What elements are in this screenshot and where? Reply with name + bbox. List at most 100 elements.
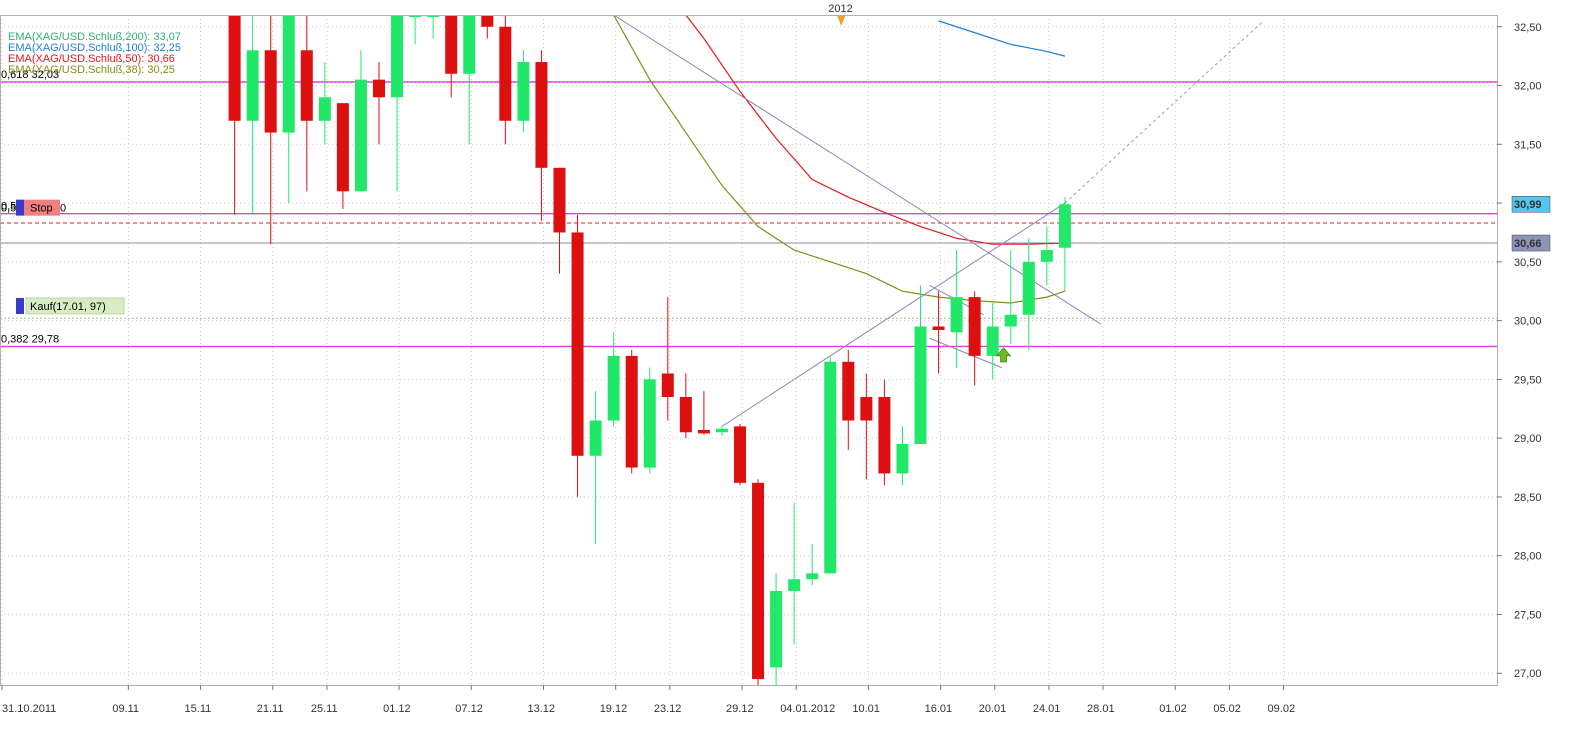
candle-body: [571, 232, 584, 456]
candle: [914, 285, 927, 445]
candle-body: [950, 297, 963, 333]
ema-series: [613, 15, 1066, 304]
candle-body: [336, 103, 349, 192]
candle: [228, 15, 241, 215]
candle-body: [282, 15, 295, 133]
candle: [336, 103, 349, 209]
candle-body: [246, 50, 259, 121]
x-tick-label: 07.12: [455, 703, 483, 715]
candle-body: [589, 420, 602, 456]
x-tick-label: 01.02: [1159, 703, 1187, 715]
axes: 27,00 27,50 28,00 28,50 29,00 29,50 30,00 30,50…: [0, 3, 1542, 715]
candle-body: [788, 579, 801, 591]
x-tick-label: 23.12: [654, 703, 682, 715]
candle: [986, 302, 999, 380]
candle-body: [643, 379, 656, 468]
y-tick-label: 31,50: [1514, 139, 1542, 151]
y-tick-label: 29,00: [1514, 433, 1542, 445]
candle-body: [824, 361, 837, 574]
candle-body: [318, 97, 331, 121]
candle-body: [607, 355, 620, 421]
x-tick-label: 28.01: [1087, 703, 1115, 715]
ema-line: [938, 20, 1066, 57]
y-tick-label: 32,00: [1514, 81, 1542, 93]
candle: [842, 350, 855, 450]
x-tick-label: 24.01: [1033, 703, 1061, 715]
candle: [373, 62, 385, 145]
candle: [824, 355, 837, 574]
legend: EMA(XAG/USD.Schluß,200): 33,07 EMA(XAG/US…: [8, 31, 181, 76]
candle: [535, 50, 548, 221]
candle-body: [373, 79, 385, 98]
candle: [643, 367, 656, 474]
price-badge: [1511, 234, 1551, 252]
candle: [788, 502, 801, 644]
candle: [968, 291, 981, 386]
candle: [517, 50, 530, 133]
y-tick-label: 27,50: [1514, 609, 1542, 621]
candle: [499, 15, 512, 145]
candle-body: [986, 326, 999, 356]
legend-entry: EMA(XAG/USD.Schluß,38): 30,25: [8, 64, 175, 76]
candle: [625, 350, 638, 474]
candle: [246, 15, 259, 215]
trend-line: [721, 202, 1066, 427]
x-tick-label: 15.11: [185, 703, 212, 715]
x-tick-label: 20.01: [979, 703, 1007, 715]
candle-body: [661, 373, 674, 398]
entry-handle-icon: [16, 298, 24, 314]
candle: [571, 214, 584, 497]
level-label: 0,618 32,03: [1, 69, 59, 81]
x-tick-label: 16.01: [925, 703, 953, 715]
candle: [715, 426, 728, 436]
candle: [1040, 226, 1053, 286]
level-label: 0,382 29,78: [1, 333, 59, 345]
grid: [0, 15, 1497, 685]
trend-line: [1064, 20, 1264, 204]
horizontal-lines: [0, 81, 1497, 348]
candle: [1004, 250, 1017, 345]
candle: [445, 15, 458, 98]
candle-body: [228, 15, 241, 121]
price-badge: [1511, 195, 1551, 213]
candle-body: [391, 15, 404, 98]
candle-body: [752, 482, 765, 680]
candle-body: [734, 426, 746, 483]
candle-body: [300, 50, 313, 121]
ema-line: [685, 15, 1065, 245]
legend-entry: EMA(XAG/USD.Schluß,200): 33,07: [8, 31, 181, 43]
candles: [228, 15, 1071, 685]
stop-handle-icon: [16, 199, 24, 216]
price-badge-label: 30,99: [1514, 199, 1542, 211]
entry-tag: [25, 297, 125, 315]
candle: [481, 15, 494, 39]
candle-body: [806, 573, 819, 580]
x-tick-label: 09.02: [1268, 703, 1296, 715]
candle-body: [535, 62, 548, 168]
ema-line: [613, 15, 1066, 304]
candle-body: [896, 444, 909, 474]
candle: [896, 426, 909, 486]
stop-label: Stop: [30, 203, 53, 215]
candle: [354, 50, 367, 192]
candle: [860, 373, 873, 480]
x-tick-label: 04.01.2012: [780, 703, 835, 715]
candle: [553, 167, 566, 274]
year-marker-label: 2012: [828, 3, 852, 15]
candle: [697, 391, 710, 435]
y-tick-label: 28,50: [1514, 492, 1542, 504]
candle-body: [553, 167, 566, 233]
candle-body: [1004, 314, 1017, 327]
candle-body: [770, 590, 783, 668]
year-marker-icon: [837, 16, 846, 26]
candle-body: [499, 26, 512, 121]
candle: [607, 332, 620, 427]
candle: [752, 479, 765, 685]
y-tick-label: 30,50: [1514, 257, 1542, 269]
x-tick-label: 01.12: [383, 703, 411, 715]
y-tick-label: 28,00: [1514, 551, 1542, 563]
stop-tag: [24, 199, 60, 216]
candle-body: [878, 397, 891, 474]
candle: [878, 379, 891, 486]
